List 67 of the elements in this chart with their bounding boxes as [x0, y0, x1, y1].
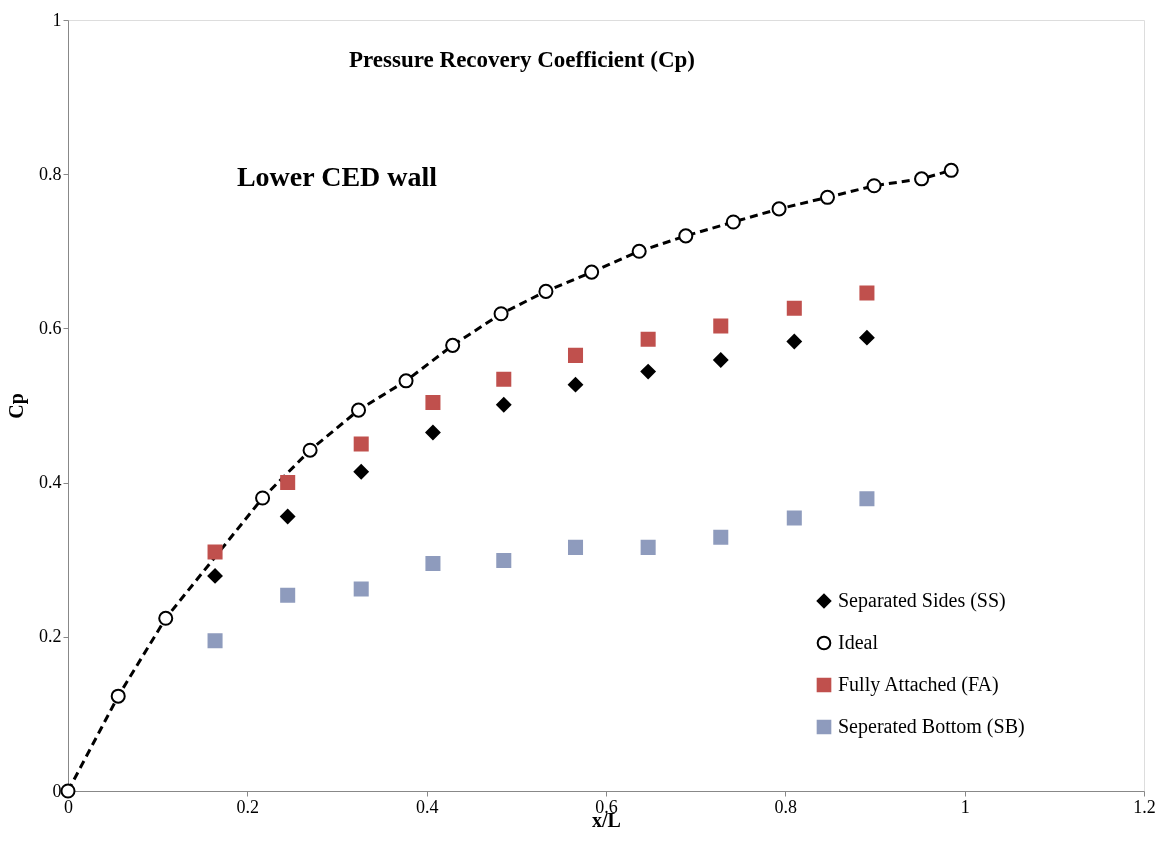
- point: [567, 377, 584, 393]
- y-tick-label: 0.4: [39, 472, 62, 493]
- point: [786, 510, 802, 526]
- x-tick-label: 1.2: [1133, 796, 1156, 817]
- point: [425, 556, 441, 572]
- point: [207, 568, 223, 584]
- point: [353, 581, 369, 597]
- annotation: Lower CED wall: [236, 161, 438, 192]
- point: [496, 397, 512, 413]
- point: [207, 633, 223, 649]
- point: [280, 587, 296, 603]
- point: [538, 283, 554, 299]
- point: [914, 171, 930, 187]
- point: [496, 552, 512, 568]
- point: [943, 162, 959, 178]
- x-tick-label: 0.4: [415, 796, 439, 817]
- point: [425, 394, 441, 410]
- point: [713, 352, 729, 368]
- point: [859, 285, 875, 301]
- point: [398, 373, 414, 389]
- legend-label: Fully Attached (FA): [838, 673, 999, 696]
- point: [351, 402, 367, 418]
- point: [859, 491, 875, 507]
- point: [584, 264, 600, 280]
- point: [567, 347, 584, 363]
- point: [302, 442, 318, 458]
- point: [786, 300, 802, 316]
- point: [866, 178, 882, 194]
- point: [255, 490, 271, 506]
- point: [158, 610, 174, 626]
- y-tick-label: 0.8: [39, 163, 62, 184]
- point: [771, 201, 787, 217]
- point: [425, 424, 441, 440]
- legend-label: Separated Sides (SS): [838, 589, 1006, 612]
- point: [567, 539, 584, 555]
- x-tick-label: 0.2: [236, 796, 260, 817]
- y-tick-label: 1: [52, 9, 62, 30]
- y-tick-label: 0.2: [39, 626, 62, 647]
- point: [496, 371, 512, 387]
- point: [110, 688, 126, 704]
- point: [640, 331, 656, 347]
- y-axis-title: Cp: [5, 393, 28, 419]
- point: [713, 318, 729, 334]
- point: [353, 464, 369, 480]
- text: Pressure Recovery Coefficient (Cp): [349, 47, 695, 72]
- point: [493, 306, 509, 322]
- point: [631, 243, 647, 259]
- point: [859, 330, 875, 346]
- point: [280, 509, 296, 525]
- point: [713, 529, 729, 545]
- point: [678, 228, 694, 244]
- point: [819, 189, 835, 205]
- point: [280, 475, 296, 491]
- point: [725, 214, 741, 230]
- point: [207, 544, 223, 560]
- point: [60, 783, 76, 799]
- y-tick-label: 0.6: [39, 317, 62, 338]
- point: [786, 333, 802, 350]
- point: [640, 539, 656, 555]
- legend-label: Ideal: [838, 631, 879, 653]
- point: [640, 364, 656, 380]
- x-tick-label: 0.8: [774, 796, 798, 817]
- y-tick-label: 0: [52, 780, 62, 801]
- point: [445, 337, 461, 353]
- point: [353, 436, 369, 452]
- x-tick-label: 1: [960, 796, 970, 817]
- legend-label: Seperated Bottom (SB): [838, 715, 1025, 738]
